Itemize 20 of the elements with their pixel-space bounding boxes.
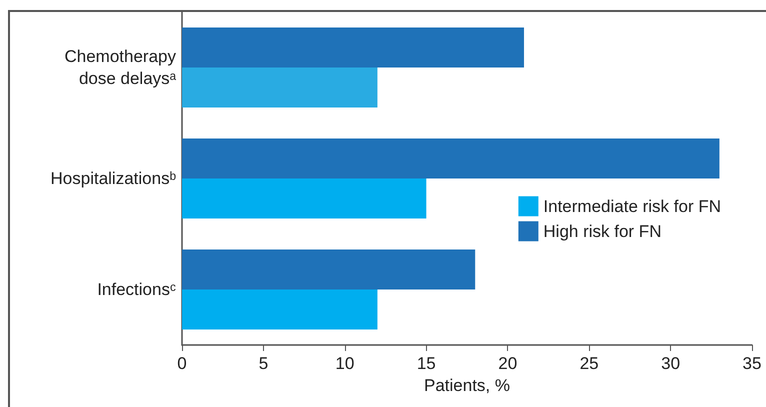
x-tick-label: 10 (335, 354, 354, 373)
x-tick-label: 20 (498, 354, 518, 373)
y-tick-label: Hospitalizationsᵇ (50, 169, 176, 188)
y-tick-label: Chemotherapy dose delaysᵃ (64, 47, 177, 88)
bar (182, 138, 720, 178)
bar (182, 250, 476, 290)
x-tick-label: 30 (661, 354, 680, 373)
x-tick-label: 0 (177, 354, 187, 373)
x-tick-label: 35 (742, 354, 762, 373)
x-tick-label: 25 (580, 354, 599, 373)
x-tick-label: 15 (416, 354, 436, 373)
legend-label: Intermediate risk for FN (543, 196, 722, 216)
x-axis-title: Patients, % (424, 376, 510, 395)
bar (182, 68, 378, 108)
y-tick-label: Infectionsᶜ (97, 280, 176, 299)
legend-label: High risk for FN (543, 222, 662, 241)
bar (182, 290, 378, 330)
bar (182, 178, 426, 218)
bar (182, 28, 524, 68)
x-tick-label: 5 (258, 354, 268, 373)
